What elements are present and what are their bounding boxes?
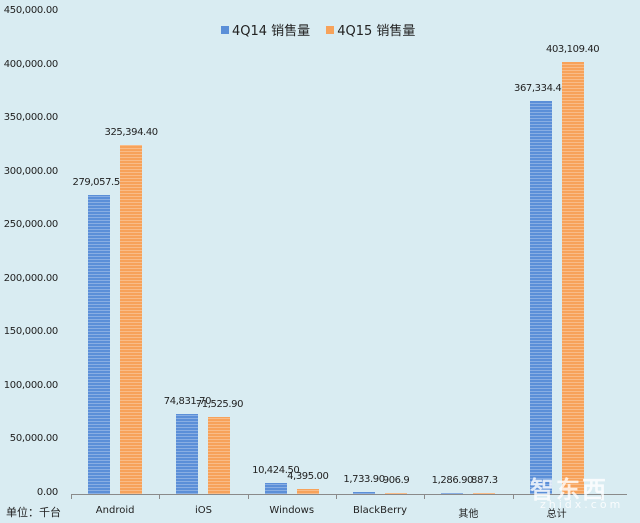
x-category-label: iOS [194, 505, 212, 516]
y-tick-label: 200,000.00 [3, 272, 59, 284]
bar-4q15 [561, 62, 584, 494]
legend-item-4q14: 4Q14 销售量 [221, 20, 310, 39]
x-tick-mark [424, 494, 426, 499]
x-category-label: 总计 [546, 509, 567, 520]
y-tick-label: 50,000.00 [9, 433, 59, 445]
bar-4q15 [120, 145, 143, 494]
bar-4q15 [385, 493, 408, 494]
y-tick-label: 450,000.00 [3, 5, 59, 16]
x-tick-mark [159, 494, 161, 499]
data-label: 1,733.90 [343, 474, 385, 486]
y-tick-label: 150,000.00 [3, 326, 59, 338]
data-label: 906.9 [382, 475, 410, 486]
bar-4q15 [296, 489, 319, 494]
x-axis-line [71, 494, 627, 495]
x-category-label: 其他 [458, 509, 479, 520]
data-label: 403,109.40 [546, 44, 600, 56]
x-category-label: Android [95, 505, 135, 516]
y-tick-label: 250,000.00 [3, 219, 59, 231]
y-tick-label: 300,000.00 [3, 165, 59, 177]
watermark-logo: 智东西 [530, 476, 608, 504]
data-label: 367,334.40 [514, 82, 568, 94]
x-tick-mark [71, 494, 72, 499]
bar-4q14 [176, 413, 199, 494]
bar-4q14 [264, 482, 287, 494]
data-label: 10,424.50 [252, 464, 300, 476]
y-tick-label: 0.00 [36, 487, 58, 498]
data-label: 74,831.70 [163, 395, 212, 407]
bar-4q14 [353, 492, 376, 494]
watermark-url: zhidx.com [540, 498, 624, 511]
legend-label: 4Q14 销售量 [232, 24, 311, 39]
y-tick-label: 400,000.00 [3, 58, 59, 70]
y-tick-label: 350,000.00 [3, 112, 59, 124]
bar-4q15 [473, 493, 496, 494]
legend-label: 4Q15 销售量 [337, 24, 416, 39]
data-label: 325,394.40 [104, 127, 159, 139]
legend-item-4q15: 4Q15 销售量 [326, 20, 415, 39]
x-tick-mark [335, 494, 337, 499]
bar-4q14 [529, 100, 552, 494]
bar-4q14 [441, 492, 464, 494]
legend-swatch-orange [326, 25, 335, 34]
data-label: 1,286.90 [431, 474, 474, 486]
x-tick-mark [600, 494, 602, 499]
legend-swatch-blue [221, 25, 229, 34]
x-category-label: Windows [269, 505, 315, 516]
x-category-label: BlackBerry [353, 505, 408, 516]
data-label: 4,395.00 [287, 471, 329, 483]
data-label: 279,057.50 [72, 177, 127, 189]
bar-4q14 [88, 195, 111, 494]
chart-legend: 4Q14 销售量 4Q15 销售量 [221, 20, 415, 39]
data-label: 887.3 [471, 475, 498, 486]
x-tick-mark [247, 494, 249, 499]
data-label: 71,525.90 [195, 399, 244, 411]
x-tick-mark [512, 494, 514, 499]
bar-4q15 [208, 417, 231, 494]
y-tick-label: 100,000.00 [3, 379, 59, 391]
unit-label: 单位：千台 [6, 506, 61, 519]
